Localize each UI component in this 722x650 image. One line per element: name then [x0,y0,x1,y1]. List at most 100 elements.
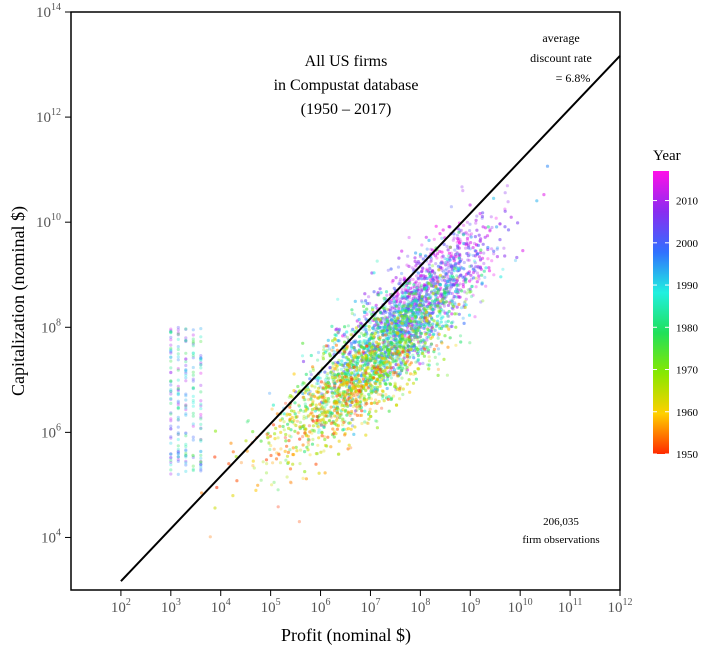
data-point [428,333,432,337]
data-point [337,358,341,362]
data-point [419,339,423,343]
data-point [424,287,428,291]
data-point [411,312,415,316]
data-point [169,389,173,393]
data-point [426,327,430,331]
data-point [467,270,471,274]
data-point [176,458,180,462]
data-point [176,432,180,436]
data-point [426,348,431,352]
data-point [406,295,410,299]
data-point [176,399,180,403]
data-point [431,278,435,282]
data-point [396,317,400,321]
data-point [292,372,296,376]
data-point [442,357,446,361]
data-point [416,367,420,371]
data-point [169,463,173,467]
data-point [169,412,173,416]
data-point [368,349,372,353]
data-point [455,305,459,309]
data-point [422,324,426,328]
data-point [417,326,421,330]
data-point [394,276,398,280]
data-point [418,253,422,257]
data-point [448,300,452,304]
data-point [400,314,404,318]
data-point [428,301,432,305]
data-point [184,454,188,458]
data-point [449,264,453,268]
data-point [402,323,406,327]
data-point [339,367,343,371]
data-point [396,324,401,328]
data-point [457,246,461,250]
data-point [448,300,452,304]
data-point [387,370,391,374]
data-point [369,387,373,391]
data-point [450,277,454,281]
data-point [424,275,428,279]
data-point [347,380,351,384]
data-point [400,295,404,299]
data-point [411,298,415,303]
data-point [454,281,459,286]
data-point [465,238,469,242]
data-point [169,346,173,350]
data-point [199,456,203,460]
data-point [384,290,389,294]
data-point [385,316,389,320]
data-point [441,261,445,265]
data-point [492,196,496,200]
data-point [434,297,438,302]
data-point [285,475,289,479]
data-point [332,435,336,439]
data-point [169,424,173,428]
data-point [270,483,274,487]
data-point [304,407,308,411]
data-point [389,340,393,345]
data-point [448,301,452,305]
data-point [443,311,447,315]
data-point [360,394,364,398]
data-point [317,436,321,440]
data-point [422,306,426,311]
data-point [428,278,433,282]
data-point [435,278,439,283]
data-point [378,310,382,315]
data-point [388,331,392,335]
data-point [353,299,357,303]
data-point [316,386,321,390]
data-point [449,251,453,255]
data-point [430,326,434,330]
data-point [391,314,395,318]
data-point [455,276,459,280]
data-point [333,333,337,337]
data-point [422,315,426,319]
data-point [345,330,349,334]
data-point [448,245,452,249]
data-point [486,247,490,252]
data-point [440,236,444,240]
data-point [422,283,426,287]
data-point [416,329,420,333]
data-point [472,241,477,246]
data-point [479,239,483,244]
data-point [343,325,347,329]
data-point [405,325,410,329]
data-point [169,343,173,347]
data-point [199,371,203,375]
data-point [396,346,400,350]
data-point [428,333,432,337]
data-point [325,348,329,352]
data-point [269,444,273,448]
data-point [355,362,359,366]
data-point [368,310,372,314]
data-point [199,339,203,344]
data-point [406,307,410,311]
data-point [418,335,422,339]
data-point [408,296,412,300]
data-point [406,295,410,299]
data-point [385,332,389,336]
data-point [464,246,468,250]
